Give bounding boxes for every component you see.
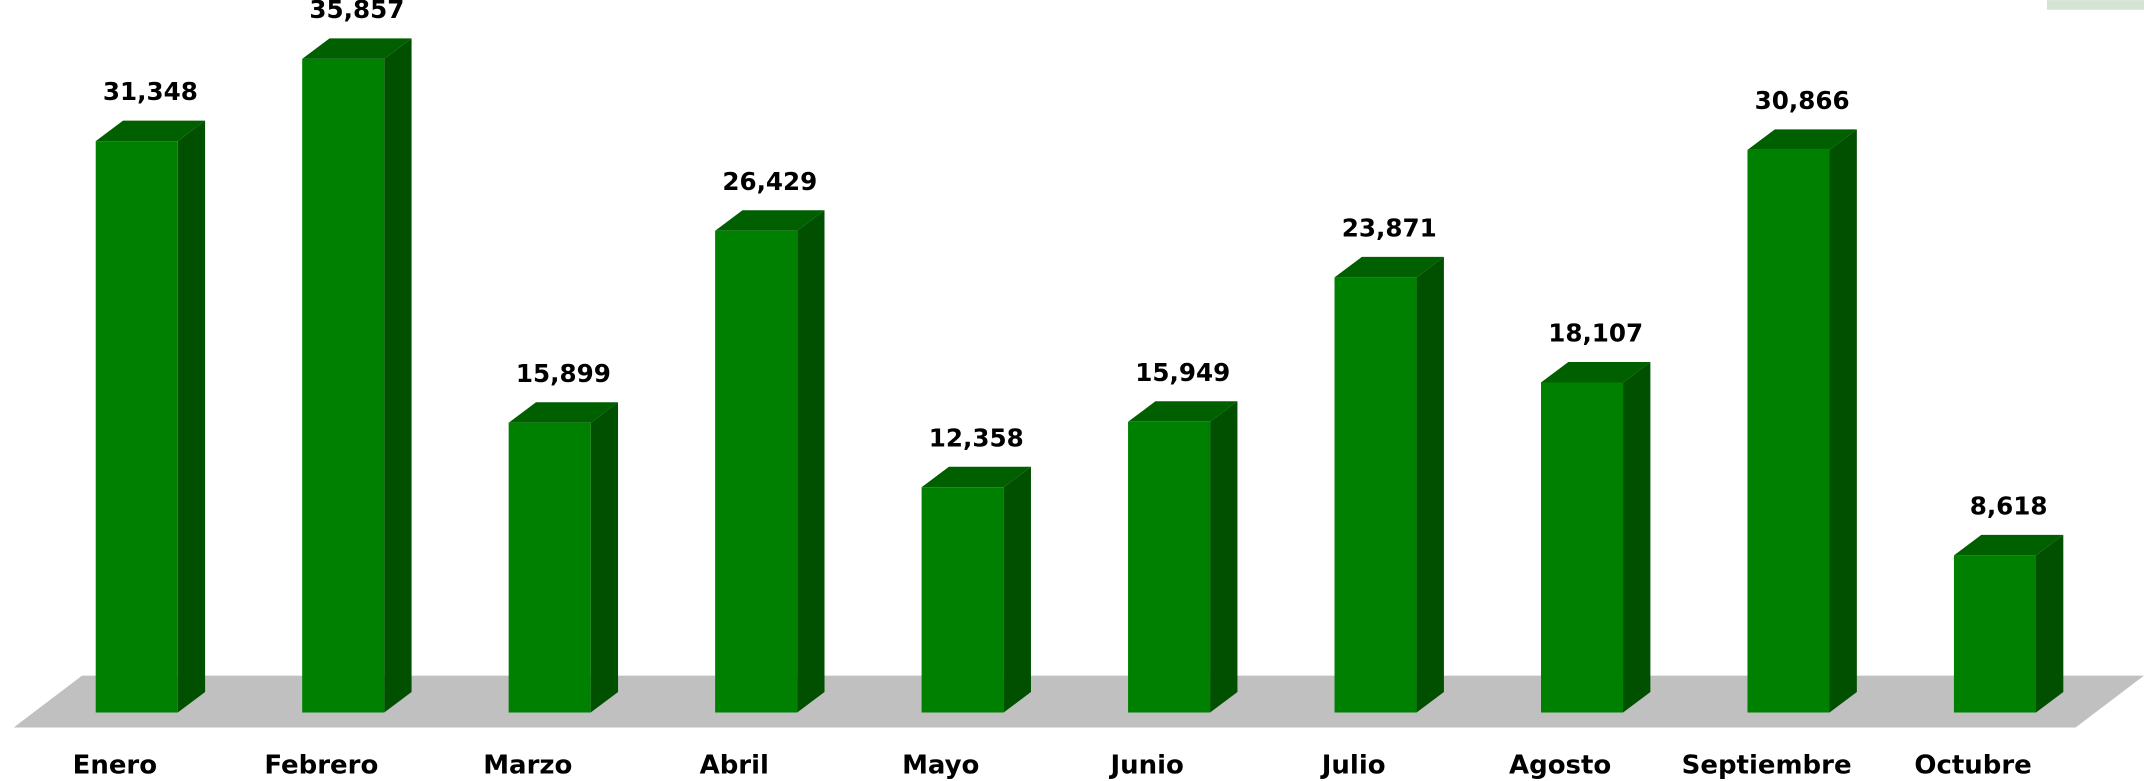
bar (508, 422, 591, 713)
bar (715, 230, 798, 713)
x-tick-label: Julio (1320, 750, 1386, 780)
x-tick-label: Septiembre (1682, 750, 1852, 780)
bar-side (1003, 466, 1031, 713)
bar (1953, 555, 2036, 713)
x-tick-label: Enero (73, 750, 158, 780)
x-tick-label: Octubre (1914, 750, 2031, 780)
x-tick-label: Abril (700, 750, 769, 780)
x-tick-label: Junio (1109, 750, 1184, 780)
bar-side (177, 120, 206, 713)
bar-top (715, 210, 825, 231)
data-label: 26,429 (722, 167, 817, 196)
bar (1334, 277, 1417, 713)
x-tick-label: Mayo (902, 750, 979, 780)
bar-side (1416, 256, 1444, 713)
data-label: 8,618 (1970, 492, 2048, 521)
bar-side (797, 210, 825, 713)
corner-tab (2046, 0, 2144, 10)
bar-top (921, 466, 1031, 488)
bar-top (1747, 129, 1857, 150)
x-tick-label: Agosto (1509, 750, 1611, 780)
bar-side (1623, 361, 1651, 713)
bar-top (1953, 534, 2064, 556)
data-label: 35,857 (309, 0, 404, 24)
bar-side (1210, 401, 1238, 713)
bar-side (2035, 534, 2064, 713)
bar-top (95, 120, 206, 142)
bar-top (1334, 256, 1444, 278)
bar-top (1541, 361, 1651, 383)
data-label: 18,107 (1548, 319, 1643, 348)
bar (302, 58, 385, 713)
data-label: 15,949 (1135, 358, 1230, 387)
data-label: 23,871 (1342, 214, 1437, 243)
data-label: 30,866 (1755, 86, 1850, 115)
x-tick-label: Marzo (483, 750, 572, 780)
data-label: 12,358 (929, 423, 1024, 452)
bar-side (1829, 129, 1857, 713)
x-tick-label: Febrero (264, 750, 378, 780)
bar-side (384, 38, 412, 713)
bar-top (302, 38, 412, 59)
bar-top (508, 402, 619, 423)
bar (1128, 421, 1211, 713)
bar-top (1128, 401, 1238, 422)
data-label: 31,348 (103, 77, 198, 106)
bar (95, 141, 178, 713)
bar (1541, 382, 1624, 713)
data-label: 15,899 (516, 359, 611, 388)
bar (1747, 149, 1830, 713)
bar (921, 487, 1004, 713)
bar-side (590, 402, 619, 713)
